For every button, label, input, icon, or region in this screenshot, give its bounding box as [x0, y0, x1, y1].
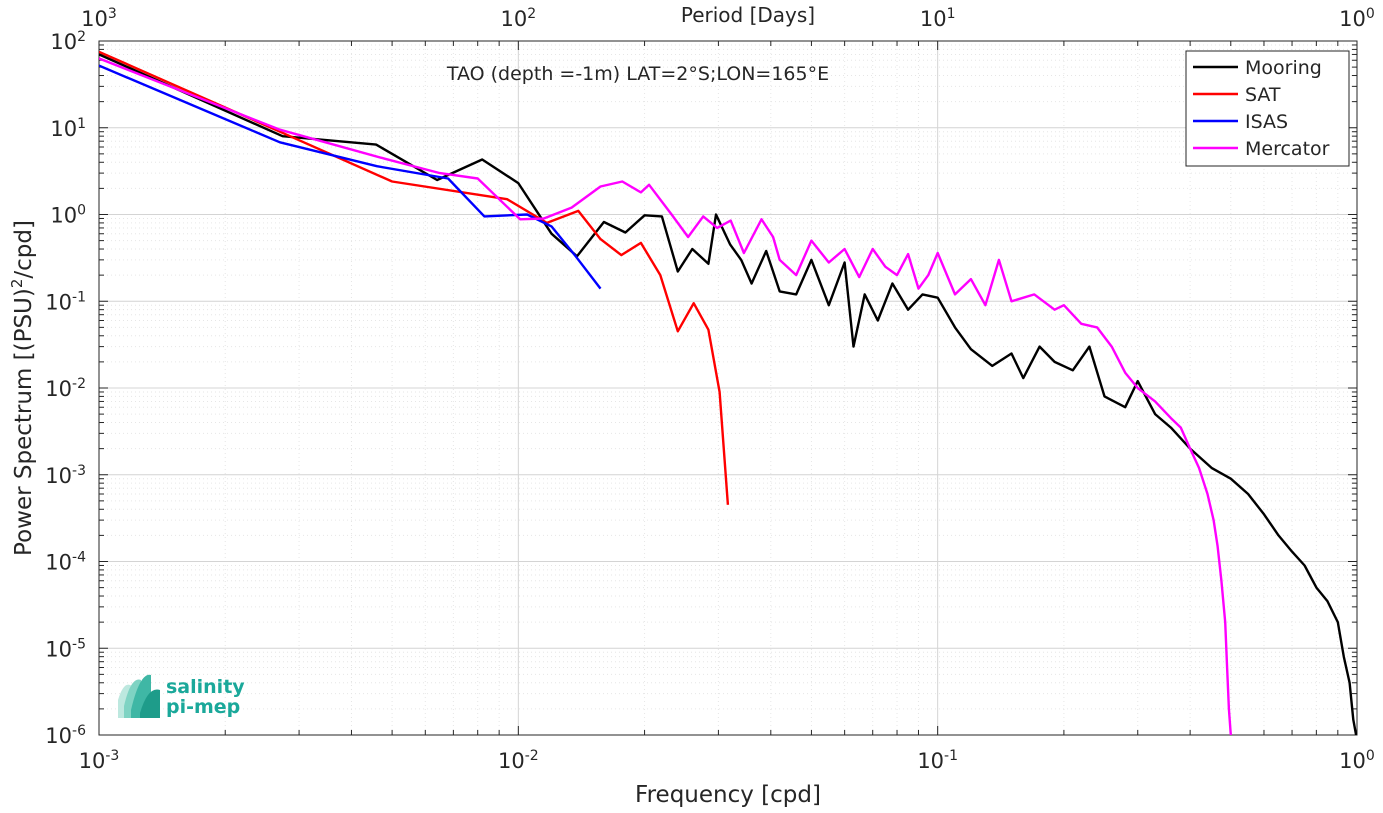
salinity-pi-mep-logo: salinity pi-mep [118, 674, 245, 718]
top-tick-label: 101 [920, 6, 956, 31]
y-tick-label-base: 10 [45, 377, 72, 401]
y-tick-label: 10-1 [45, 289, 86, 314]
y-tick-label-exponent: -6 [72, 723, 86, 739]
legend-label-isas: ISAS [1245, 111, 1288, 133]
y-tick-label-base: 10 [50, 30, 77, 54]
legend-label-mercator: Mercator [1245, 138, 1330, 160]
wave-logo-icon [118, 674, 160, 718]
y-tick-label: 100 [50, 203, 86, 228]
legend-label-mooring: Mooring [1245, 57, 1322, 79]
top-tick-label-exponent: 0 [1366, 6, 1375, 22]
x-tick-label-base: 10 [1339, 749, 1366, 773]
series-line-mooring [99, 53, 1357, 735]
legend-entries: Mooring SAT ISAS Mercator [1193, 57, 1330, 160]
x-tick-label: 10-3 [79, 748, 120, 773]
y-tick-label: 101 [50, 116, 86, 141]
top-tick-label-exponent: 2 [527, 6, 536, 22]
y-tick-label: 102 [50, 29, 86, 54]
y-tick-label-exponent: 0 [77, 203, 86, 219]
logo-text-line1: salinity [166, 676, 245, 698]
y-tick-label-exponent: 1 [77, 116, 86, 132]
top-tick-label: 100 [1339, 6, 1375, 31]
y-tick-label-base: 10 [45, 551, 72, 575]
x-tick-label-exponent: -3 [105, 748, 119, 764]
top-tick-label-base: 10 [81, 7, 108, 31]
y-tick-label-base: 10 [45, 464, 72, 488]
x-tick-label-base: 10 [917, 749, 944, 773]
x-tick-label: 10-2 [498, 748, 539, 773]
top-tick-label-exponent: 3 [108, 6, 117, 22]
top-tick-label-base: 10 [501, 7, 528, 31]
y-axis-label-main: Power Spectrum [(PSU) [11, 288, 37, 556]
y-tick-label: 10-6 [45, 723, 86, 748]
y-tick-label-base: 10 [45, 290, 72, 314]
x-tick-label: 100 [1339, 748, 1375, 773]
top-tick-label-base: 10 [1339, 7, 1366, 31]
x-tick-label: 10-1 [917, 748, 958, 773]
y-tick-label-exponent: -5 [72, 636, 86, 652]
y-axis-label-tail: /cpd] [11, 220, 37, 279]
series-line-sat [99, 50, 730, 505]
x-tick-label-exponent: 0 [1366, 748, 1375, 764]
x-tick-label-exponent: -1 [944, 748, 958, 764]
series-lines [99, 50, 1357, 735]
top-tick-label: 103 [81, 6, 117, 31]
x-axis-label: Frequency [cpd] [635, 782, 821, 808]
x-tick-label-exponent: -2 [525, 748, 539, 764]
y-tick-label-base: 10 [45, 637, 72, 661]
y-tick-label-exponent: -3 [72, 463, 86, 479]
y-tick-label-base: 10 [50, 204, 77, 228]
y-tick-label-exponent: 2 [77, 29, 86, 45]
y-tick-label: 10-3 [45, 463, 86, 488]
y-axis-label: Power Spectrum [(PSU)2/cpd] [8, 220, 37, 556]
y-tick-label-base: 10 [45, 724, 72, 748]
chart-title: TAO (depth =-1m) LAT=2°S;LON=165°E [446, 63, 829, 85]
top-tick-label: 102 [501, 6, 537, 31]
legend: Mooring SAT ISAS Mercator [1185, 50, 1350, 167]
y-tick-label-exponent: -2 [72, 376, 86, 392]
series-line-isas [99, 64, 602, 290]
series-line-mercator [99, 57, 1232, 735]
y-axis-label-superscript: 2 [8, 279, 26, 289]
top-tick-label-exponent: 1 [947, 6, 956, 22]
legend-label-sat: SAT [1245, 84, 1281, 106]
x-tick-label-base: 10 [498, 749, 525, 773]
y-tick-label: 10-5 [45, 636, 86, 661]
y-tick-label-base: 10 [50, 117, 77, 141]
y-tick-label-exponent: -1 [72, 289, 86, 305]
logo-text-line2: pi-mep [166, 696, 240, 718]
y-tick-label-exponent: -4 [72, 550, 86, 566]
y-tick-label: 10-2 [45, 376, 86, 401]
top-tick-label-base: 10 [920, 7, 947, 31]
top-axis-label: Period [Days] [681, 3, 815, 27]
x-tick-label-base: 10 [79, 749, 106, 773]
y-tick-label: 10-4 [45, 550, 86, 575]
